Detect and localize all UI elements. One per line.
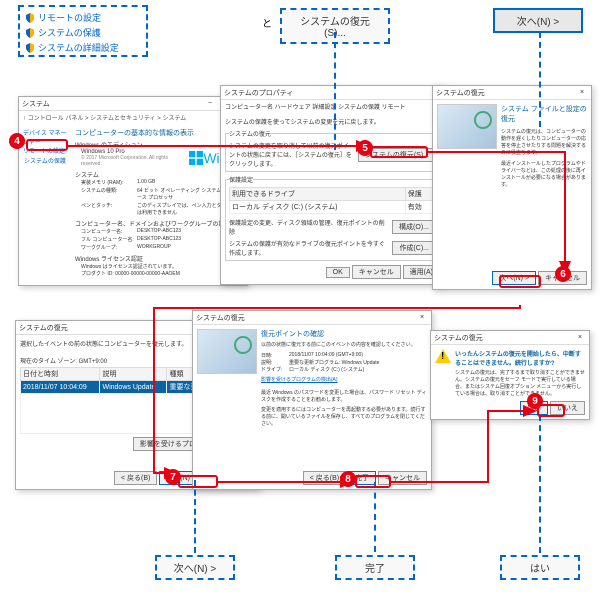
win3-header: システム ファイルと設定の復元 — [501, 104, 587, 124]
win6-title: システムの復元 — [434, 333, 483, 343]
sys-lbl: システム — [75, 170, 243, 179]
warn-msg: いったんシステムの復元を開始したら、中断することはできません。続行しますか? — [455, 349, 585, 367]
advanced-label: システムの詳細設定 — [38, 41, 119, 54]
protection-label: システムの保護 — [38, 26, 101, 39]
restore-confirm-window: システムの復元 × 復元ポイントの確認 以前の状態に復元する前にこのイベントの内… — [192, 310, 432, 490]
system-properties-window: システムのプロパティ × コンピューター名 ハードウェア 詳細設定 システムの保… — [220, 85, 445, 285]
step-5-badge: 5 — [357, 140, 373, 156]
win1-header: コンピューターの基本的な情報の表示 — [75, 128, 243, 138]
win1-title: システム — [22, 99, 50, 109]
shield-icon — [25, 43, 35, 53]
finish-highlight: 完了 — [335, 555, 415, 580]
step-4-badge: 4 — [9, 133, 25, 149]
close-icon[interactable]: × — [576, 88, 588, 98]
step-8-badge: 8 — [340, 471, 356, 487]
next2-highlight: 次へ(N) > — [155, 555, 235, 580]
step-6-badge: 6 — [555, 266, 571, 282]
create-button[interactable]: 作成(C)... — [392, 241, 436, 255]
side-link-protection[interactable]: システムの保護 — [23, 155, 71, 166]
yes-label[interactable]: はい — [502, 557, 578, 578]
tabs[interactable]: コンピューター名 ハードウェア 詳細設定 システムの保護 リモート — [221, 100, 444, 113]
close-icon[interactable]: × — [574, 333, 586, 343]
edition-lbl: Windows のエディション — [75, 140, 243, 149]
breadcrumb: ↑ コントロール パネル > システムとセキュリティ > システム — [19, 111, 247, 124]
copyright: © 2017 Microsoft Corporation. All rights… — [75, 155, 189, 167]
wizard-image — [437, 104, 497, 149]
shield-icon — [25, 13, 35, 23]
restore-intro-window: システムの復元 × システム ファイルと設定の復元 システムの復元は、コンピュー… — [432, 85, 592, 290]
warning-icon — [435, 349, 451, 365]
next-highlight-label[interactable]: 次へ(N) > — [495, 10, 581, 31]
yes-highlight: はい — [500, 555, 580, 580]
finish-label[interactable]: 完了 — [337, 557, 413, 578]
step-7-badge: 7 — [165, 469, 181, 485]
warning-dialog: システムの復元 × いったんシステムの復元を開始したら、中断することはできません… — [430, 330, 590, 420]
win2-title: システムのプロパティ — [224, 88, 293, 98]
next-highlight: 次へ(N) > — [493, 8, 583, 33]
step-9-badge: 9 — [527, 393, 543, 409]
win4-title: システムの復元 — [19, 323, 68, 333]
win5-header: 復元ポイントの確認 — [261, 329, 427, 339]
win3-title: システムの復元 — [436, 88, 485, 98]
min-icon[interactable]: − — [204, 99, 216, 109]
configure-button[interactable]: 構成(O)... — [392, 220, 436, 234]
scan-link[interactable]: 影響を受けるプログラムの検出(A) — [261, 376, 427, 383]
name-section: コンピューター名、ドメインおよびワークグループの設定 — [75, 219, 243, 228]
protection-link[interactable]: システムの保護 — [25, 25, 141, 40]
ok-button[interactable]: OK — [326, 267, 350, 278]
shield-icon — [25, 28, 35, 38]
next2-label[interactable]: 次へ(N) > — [157, 557, 233, 578]
close-icon[interactable]: × — [416, 313, 428, 323]
act-section: Windows ライセンス認証 — [75, 254, 243, 263]
wizard-image — [197, 329, 257, 374]
remote-settings-link[interactable]: リモートの設定 — [25, 10, 141, 25]
advanced-link[interactable]: システムの詳細設定 — [25, 40, 141, 55]
drives-table: 利用できるドライブ保護 ローカル ディスク (C:) (システム)有効 — [229, 187, 436, 214]
win5-title: システムの復元 — [196, 313, 245, 323]
cancel-button[interactable]: キャンセル — [352, 265, 401, 279]
back-button[interactable]: < 戻る(B) — [114, 471, 157, 485]
remote-label: リモートの設定 — [38, 11, 101, 24]
system-window: システム −□× ↑ コントロール パネル > システムとセキュリティ > シス… — [18, 96, 248, 286]
